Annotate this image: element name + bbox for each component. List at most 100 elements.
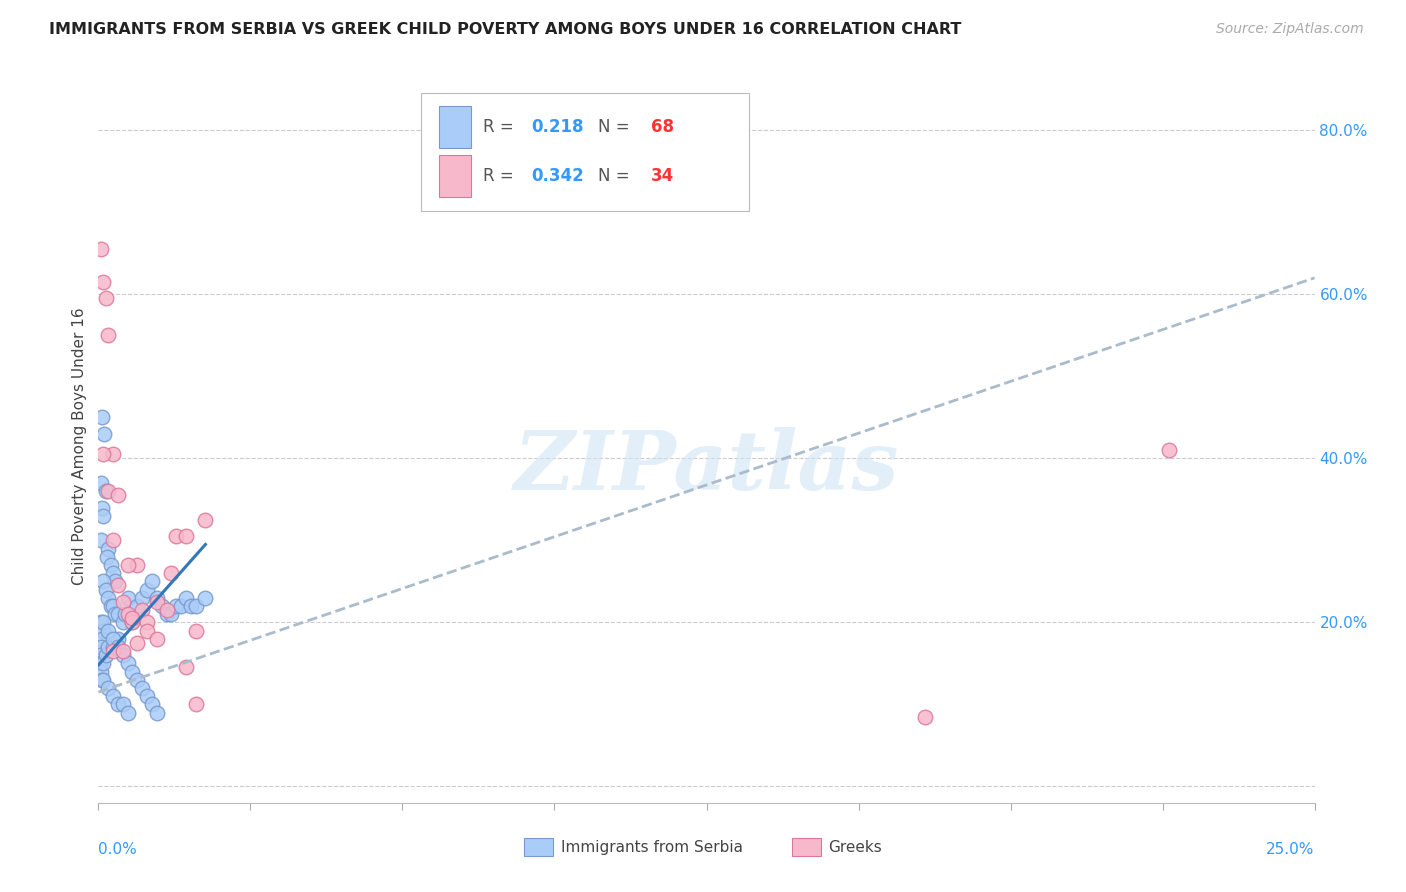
Point bbox=[90, 533, 112, 548]
Point bbox=[97, 624, 120, 638]
Point bbox=[180, 599, 202, 613]
Text: 0.218: 0.218 bbox=[531, 119, 583, 136]
Point bbox=[127, 673, 149, 687]
Text: Source: ZipAtlas.com: Source: ZipAtlas.com bbox=[1216, 22, 1364, 37]
Text: N =: N = bbox=[599, 119, 636, 136]
Text: ZIPatlas: ZIPatlas bbox=[513, 427, 900, 508]
Text: Immigrants from Serbia: Immigrants from Serbia bbox=[561, 839, 742, 855]
Point bbox=[174, 529, 197, 543]
Point bbox=[111, 648, 134, 662]
Point bbox=[90, 475, 112, 490]
Point bbox=[146, 595, 169, 609]
Point bbox=[101, 599, 124, 613]
FancyBboxPatch shape bbox=[792, 838, 821, 856]
Point bbox=[155, 603, 177, 617]
Point bbox=[101, 632, 124, 646]
Point bbox=[131, 603, 153, 617]
Point bbox=[111, 595, 134, 609]
Point bbox=[97, 681, 120, 695]
FancyBboxPatch shape bbox=[439, 106, 471, 148]
Point bbox=[146, 591, 169, 605]
Point bbox=[107, 488, 129, 502]
Point bbox=[136, 615, 159, 630]
Point bbox=[117, 607, 139, 622]
Point bbox=[141, 574, 163, 589]
Point bbox=[91, 508, 114, 523]
Point bbox=[94, 648, 117, 662]
Text: N =: N = bbox=[599, 167, 636, 185]
Point bbox=[91, 574, 114, 589]
Point bbox=[117, 706, 139, 720]
Point bbox=[101, 447, 124, 461]
Point bbox=[91, 632, 114, 646]
FancyBboxPatch shape bbox=[420, 93, 749, 211]
Point bbox=[111, 615, 134, 630]
Point bbox=[194, 513, 217, 527]
Point bbox=[107, 578, 129, 592]
Point bbox=[127, 599, 149, 613]
Point bbox=[90, 673, 112, 687]
Point bbox=[107, 640, 129, 654]
Point bbox=[111, 698, 134, 712]
Point bbox=[194, 591, 217, 605]
Point bbox=[94, 291, 117, 305]
Point bbox=[90, 615, 112, 630]
Point bbox=[914, 709, 936, 723]
Point bbox=[131, 591, 153, 605]
Point bbox=[114, 607, 136, 622]
Point bbox=[117, 591, 139, 605]
Text: R =: R = bbox=[482, 119, 519, 136]
Point bbox=[97, 541, 120, 556]
Point bbox=[1157, 443, 1180, 458]
Point bbox=[107, 698, 129, 712]
Point bbox=[131, 681, 153, 695]
Point bbox=[101, 644, 124, 658]
Point bbox=[100, 599, 122, 613]
Point bbox=[146, 632, 169, 646]
Point bbox=[96, 549, 118, 564]
Point bbox=[91, 447, 114, 461]
Point bbox=[90, 242, 112, 256]
Text: 25.0%: 25.0% bbox=[1267, 842, 1315, 857]
Point bbox=[121, 615, 143, 630]
Point bbox=[89, 657, 111, 671]
Point bbox=[100, 558, 122, 572]
Point bbox=[97, 328, 120, 343]
Text: Greeks: Greeks bbox=[828, 839, 882, 855]
Point bbox=[101, 640, 124, 654]
Point bbox=[160, 607, 183, 622]
Text: 34: 34 bbox=[651, 167, 673, 185]
Point bbox=[121, 615, 143, 630]
Point bbox=[101, 566, 124, 581]
Point bbox=[155, 607, 177, 622]
Point bbox=[150, 599, 173, 613]
Point bbox=[94, 484, 117, 499]
Point bbox=[127, 558, 149, 572]
Point bbox=[117, 558, 139, 572]
Point bbox=[94, 582, 117, 597]
Point bbox=[91, 275, 114, 289]
Point bbox=[104, 574, 127, 589]
Point bbox=[111, 644, 134, 658]
Point bbox=[117, 657, 139, 671]
Point bbox=[97, 640, 120, 654]
Point bbox=[174, 660, 197, 674]
Y-axis label: Child Poverty Among Boys Under 16: Child Poverty Among Boys Under 16 bbox=[72, 307, 87, 585]
Point bbox=[97, 591, 120, 605]
Point bbox=[101, 689, 124, 703]
Point bbox=[127, 636, 149, 650]
Point bbox=[91, 673, 114, 687]
Point bbox=[184, 698, 207, 712]
Point bbox=[90, 665, 112, 679]
Point bbox=[136, 582, 159, 597]
Point bbox=[146, 706, 169, 720]
Point bbox=[91, 410, 114, 425]
Point bbox=[121, 665, 143, 679]
Point bbox=[91, 615, 114, 630]
Point bbox=[104, 607, 127, 622]
Point bbox=[121, 611, 143, 625]
Point bbox=[184, 624, 207, 638]
Point bbox=[91, 624, 114, 638]
Point bbox=[160, 566, 183, 581]
Point bbox=[89, 648, 111, 662]
